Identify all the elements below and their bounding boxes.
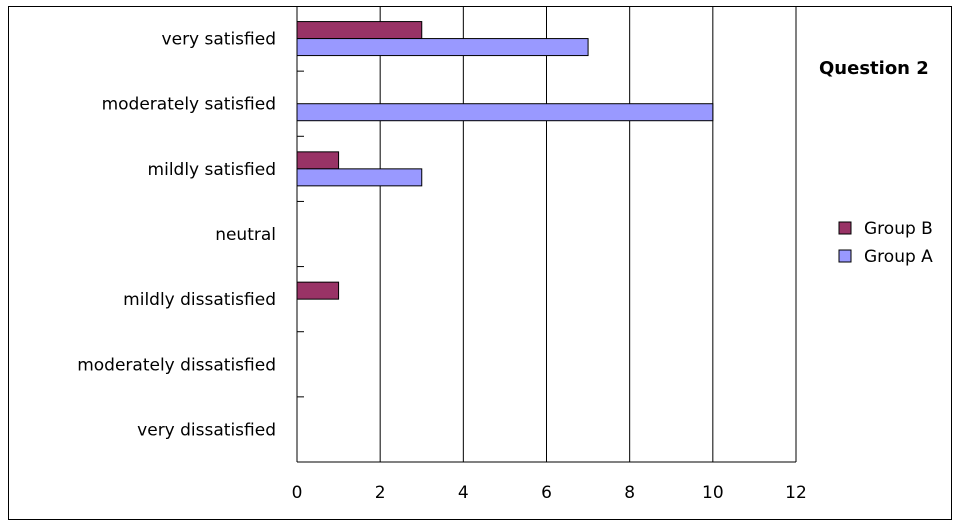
axes <box>296 6 796 463</box>
legend-label: Group B <box>864 219 933 239</box>
gridlines <box>379 6 797 462</box>
category-labels: very satisfied moderately satisfied mildly… <box>77 30 276 441</box>
bars <box>296 21 714 300</box>
category-label: moderately satisfied <box>102 95 276 115</box>
x-tick-label: 2 <box>375 483 386 503</box>
legend-label: Group A <box>864 247 933 267</box>
category-label: moderately dissatisfied <box>77 355 276 375</box>
x-tick-label: 10 <box>702 483 724 503</box>
bar-group-a <box>296 103 714 122</box>
x-tick-label: 0 <box>292 483 303 503</box>
category-label: mildly dissatisfied <box>123 290 276 310</box>
bar-group-b <box>296 21 423 40</box>
category-label: very dissatisfied <box>137 420 276 440</box>
x-tick-label: 8 <box>624 483 635 503</box>
legend-swatch <box>838 221 852 235</box>
chart-frame <box>8 6 952 520</box>
bar-group-a <box>296 168 423 187</box>
legend: Group B Group A <box>838 219 933 267</box>
bar-group-a <box>296 38 589 57</box>
x-tick-label: 4 <box>458 483 469 503</box>
category-label: neutral <box>215 225 276 245</box>
bar-group-b <box>296 151 340 170</box>
bar-group-b <box>296 281 340 300</box>
x-tick-labels: 0 2 4 6 8 10 12 <box>292 483 807 503</box>
x-tick-label: 12 <box>785 483 807 503</box>
x-tick-label: 6 <box>541 483 552 503</box>
category-label: very satisfied <box>162 30 276 50</box>
category-label: mildly satisfied <box>148 160 276 180</box>
legend-swatch <box>838 249 852 263</box>
chart-title: Question 2 <box>819 58 929 79</box>
